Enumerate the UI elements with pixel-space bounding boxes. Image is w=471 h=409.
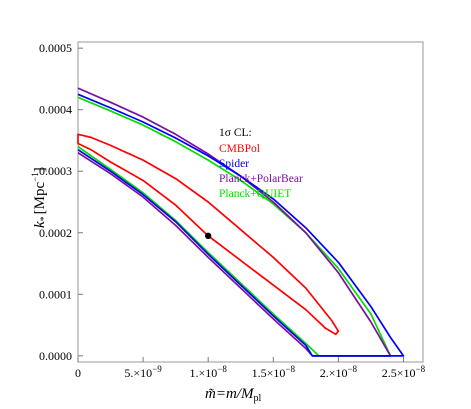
legend-entry-spider: Spider bbox=[219, 158, 249, 170]
y-axis-ticks: 0.0000 0.0001 0.0002 0.0003 0.0004 0.0005 bbox=[39, 41, 83, 363]
series-line-planck-polarbear bbox=[77, 87, 392, 357]
legend-entry-planck-polarbear: Planck+PolarBear bbox=[219, 173, 303, 185]
legend-entry-cmbpol: CMBPol bbox=[219, 143, 260, 155]
y-tick-label: 0.0001 bbox=[39, 287, 72, 301]
x-tick-label: 0 bbox=[75, 366, 81, 380]
x-tick-label: 1.×10−8 bbox=[190, 364, 228, 380]
series-line-spider bbox=[77, 93, 405, 357]
series-layer bbox=[77, 87, 405, 357]
y-tick-label: 0.0003 bbox=[39, 164, 72, 178]
x-axis-ticks: 0 5.×10−9 1.×10−8 1.5×10−8 2.×10−8 2.5×10−8 bbox=[75, 357, 426, 380]
legend-title: 1σ CL: bbox=[219, 127, 252, 139]
y-tick-label: 0.0005 bbox=[39, 41, 72, 55]
x-tick-label: 5.×10−9 bbox=[124, 364, 162, 380]
x-tick-label: 2.5×10−8 bbox=[382, 364, 426, 380]
y-tick-label: 0.0000 bbox=[39, 349, 72, 363]
y-axis-title: k*[Mpc−1] bbox=[30, 167, 50, 228]
fiducial-point bbox=[204, 232, 212, 240]
x-axis-title: m̃=m/Mpl bbox=[205, 386, 261, 404]
plot-frame bbox=[77, 41, 424, 363]
y-tick-label: 0.0004 bbox=[39, 103, 72, 117]
legend-entry-planck-quiet: Planck+QUIET bbox=[219, 188, 291, 200]
y-tick-label: 0.0002 bbox=[39, 226, 72, 240]
x-tick-label: 2.×10−8 bbox=[320, 364, 358, 380]
x-tick-label: 1.5×10−8 bbox=[252, 364, 296, 380]
series-line-planck-quiet bbox=[77, 96, 392, 357]
series-line-cmbpol bbox=[77, 133, 340, 336]
